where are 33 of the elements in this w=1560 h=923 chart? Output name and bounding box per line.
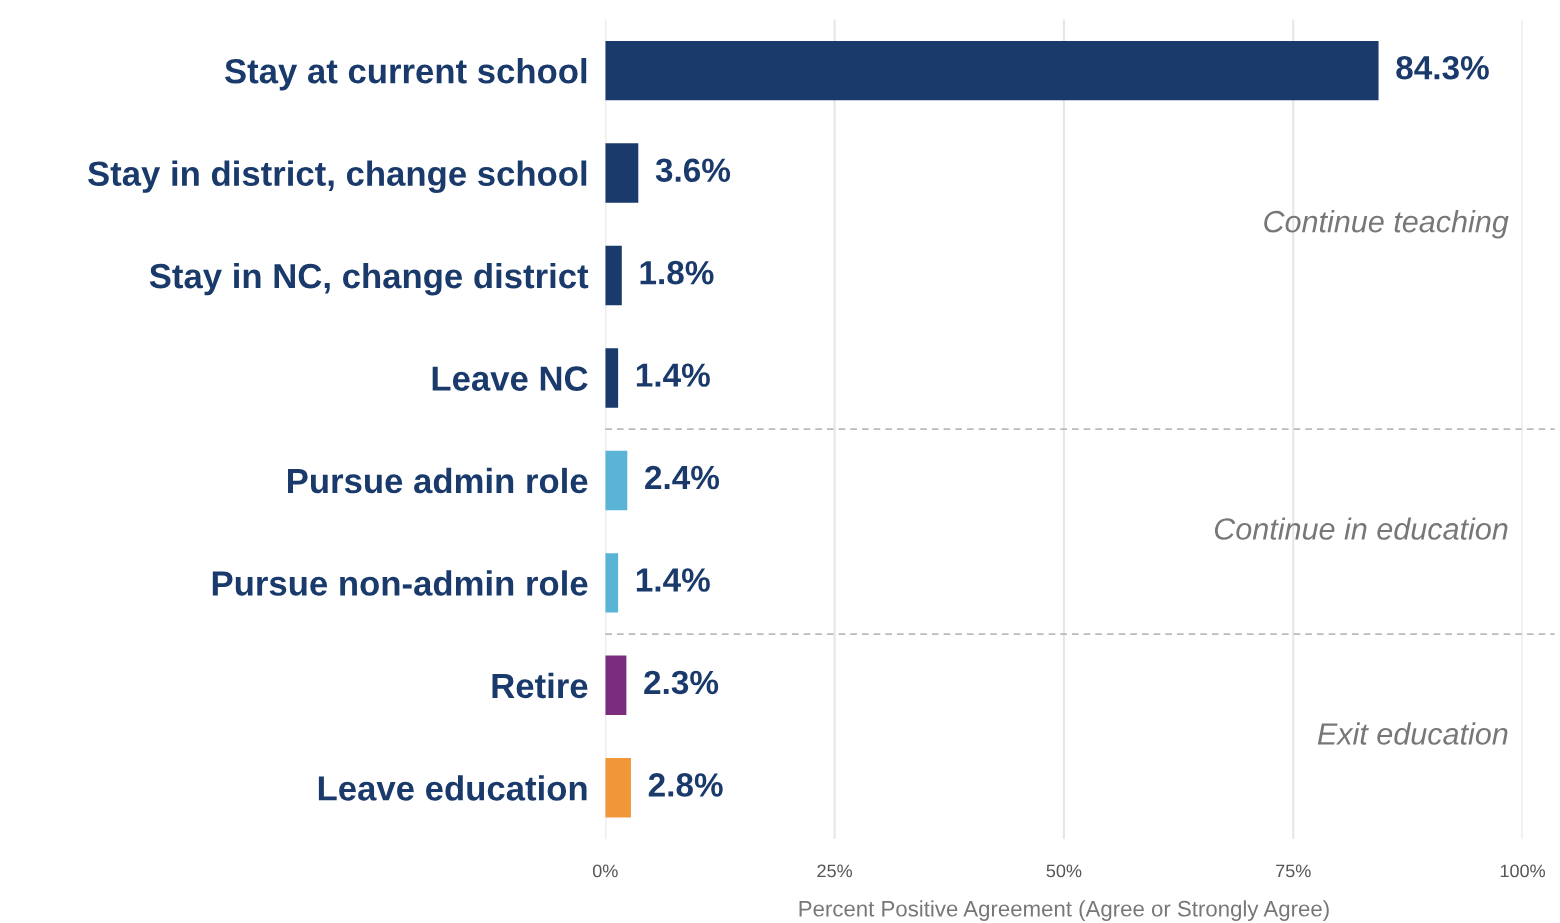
data-label: 1.8% xyxy=(640,260,714,285)
y-tick-label: Leave NC xyxy=(432,366,588,391)
data-label: 3.6% xyxy=(655,158,731,183)
x-tick-label: 25% xyxy=(817,864,853,878)
data-label: 1.4% xyxy=(636,363,710,387)
bar xyxy=(605,758,631,818)
data-label: 1.4% xyxy=(636,568,710,592)
data-label: 2.4% xyxy=(645,465,720,490)
bar xyxy=(605,143,639,203)
data-label: 2.3% xyxy=(644,670,719,695)
data-label: 84.3% xyxy=(1396,55,1489,80)
bar xyxy=(605,245,622,306)
annotation: Continue in education xyxy=(1214,517,1508,540)
x-tick-label: 50% xyxy=(1046,864,1082,878)
y-tick-label: Retire xyxy=(492,672,588,699)
bar xyxy=(605,40,1379,101)
x-tick-label: 0% xyxy=(592,864,618,878)
y-tick-label: Stay in district, change school xyxy=(87,160,587,193)
x-tick-label: 75% xyxy=(1276,864,1311,878)
data-label: 2.8% xyxy=(648,773,723,797)
y-tick-label: Pursue non-admin role xyxy=(212,570,588,596)
x-tick-label: 100% xyxy=(1500,864,1546,878)
annotation: Exit education xyxy=(1317,722,1508,745)
bar xyxy=(605,348,619,408)
y-tick-label: Pursue admin role xyxy=(288,467,588,494)
y-tick-label: Stay in NC, change district xyxy=(149,262,589,296)
y-tick-label: Stay at current school xyxy=(224,58,587,91)
bar xyxy=(605,450,628,511)
bar xyxy=(605,655,627,716)
x-axis-title: Percent Positive Agreement (Agree or Strongly Agree) xyxy=(799,900,1329,921)
y-tick-label: Leave education xyxy=(318,775,587,801)
bar xyxy=(605,553,619,613)
annotation: Continue teaching xyxy=(1264,210,1509,239)
